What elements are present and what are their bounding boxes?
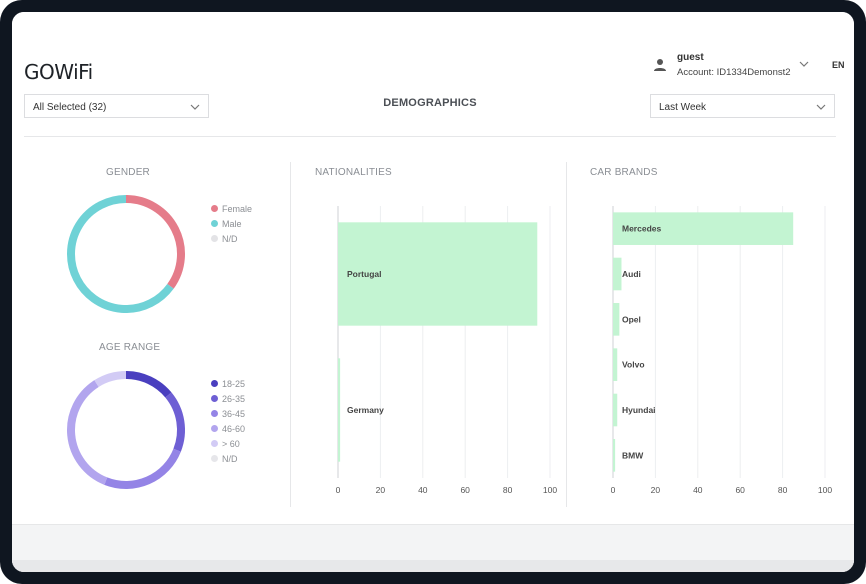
legend-item[interactable]: N/D (211, 231, 252, 246)
car-brand-bar[interactable] (613, 303, 620, 336)
panel-divider (566, 162, 567, 507)
car-brand-category-label: Mercedes (622, 224, 661, 234)
legend-label: > 60 (222, 438, 240, 449)
legend-dot-icon (211, 395, 218, 402)
user-account: Account: ID1334Demonst2 (677, 67, 791, 78)
legend-label: 46-60 (222, 423, 246, 434)
chevron-down-icon (799, 61, 809, 67)
nationality-category-label: Germany (347, 405, 384, 415)
legend-label: 18-25 (222, 378, 246, 389)
legend-item[interactable]: 18-25 (211, 376, 245, 391)
footer-strip (12, 524, 854, 572)
panel-divider (290, 162, 291, 507)
x-tick-label: 60 (460, 485, 470, 495)
chevron-down-icon (816, 104, 826, 110)
nationality-bar[interactable] (338, 358, 341, 462)
legend-dot-icon (211, 425, 218, 432)
x-tick-label: 0 (611, 485, 616, 495)
dashboard: GOWiFi guest Account: ID1334Demonst2 EN … (12, 12, 854, 524)
age-slice-36-45[interactable] (104, 448, 181, 489)
x-tick-label: 20 (376, 485, 386, 495)
legend-item[interactable]: 46-60 (211, 421, 245, 436)
x-tick-label: 40 (693, 485, 703, 495)
legend-dot-icon (211, 380, 218, 387)
legend-dot-icon (211, 440, 218, 447)
header-divider (24, 136, 836, 137)
legend-item[interactable]: > 60 (211, 436, 245, 451)
legend-item[interactable]: 36-45 (211, 406, 245, 421)
logo[interactable]: GOWiFi (24, 60, 93, 84)
car-brand-bar[interactable] (613, 393, 618, 427)
legend-item[interactable]: Male (211, 216, 252, 231)
period-select[interactable]: Last Week (650, 94, 835, 118)
legend-dot-icon (211, 410, 218, 417)
gender-legend: Female Male N/D (211, 201, 252, 246)
period-select-value: Last Week (659, 102, 707, 113)
x-tick-label: 100 (543, 485, 557, 495)
car-brand-category-label: Opel (622, 314, 641, 324)
car-brand-bar[interactable] (613, 257, 622, 291)
legend-item[interactable]: Female (211, 201, 252, 216)
car-brand-category-label: BMW (622, 450, 644, 460)
x-tick-label: 40 (418, 485, 428, 495)
x-tick-label: 100 (818, 485, 832, 495)
age-slice-60[interactable] (94, 371, 127, 388)
x-tick-label: 0 (336, 485, 341, 495)
legend-label: 36-45 (222, 408, 246, 419)
groups-select[interactable]: All Selected (32) (24, 94, 209, 118)
language-switch[interactable]: EN (832, 60, 845, 70)
car-brand-category-label: Hyundai (622, 405, 656, 415)
user-icon (654, 59, 666, 71)
logo-text: GOWiFi (24, 60, 93, 84)
screen: GOWiFi guest Account: ID1334Demonst2 EN … (12, 12, 854, 572)
legend-dot-icon (211, 235, 218, 242)
x-tick-label: 80 (503, 485, 513, 495)
age-range-title: AGE RANGE (99, 342, 161, 353)
car-brand-bar[interactable] (613, 212, 794, 245)
age-slice-46-60[interactable] (67, 380, 108, 485)
x-tick-label: 60 (735, 485, 745, 495)
gender-slice-male[interactable] (67, 195, 174, 313)
legend-label: Male (222, 218, 242, 229)
legend-label: Female (222, 203, 253, 214)
x-tick-label: 20 (651, 485, 661, 495)
legend-item[interactable]: N/D (211, 451, 245, 466)
legend-label: N/D (222, 453, 238, 464)
x-tick-label: 80 (778, 485, 788, 495)
footer-bar (12, 560, 854, 572)
page-title: DEMOGRAPHICS (383, 97, 477, 109)
nationality-bar[interactable] (338, 222, 538, 326)
gender-title: GENDER (106, 167, 150, 178)
nationalities-bar-chart: 0 20 40 60 80 100 Portugal Germany (336, 206, 557, 495)
legend-label: N/D (222, 233, 238, 244)
legend-dot-icon (211, 205, 218, 212)
legend-item[interactable]: 26-35 (211, 391, 245, 406)
car-brands-bar-chart: 0 20 40 60 80 100 Mercedes Audi Opel Volvo Hyundai… (611, 206, 832, 495)
car-brands-title: CAR BRANDS (590, 167, 658, 178)
car-brand-bar[interactable] (613, 348, 618, 381)
gender-donut-chart (67, 195, 185, 313)
gender-slice-female[interactable] (125, 195, 185, 289)
age-range-legend: 18-25 26-35 36-45 46-60 > 60 N/D (211, 376, 245, 466)
age-slice-18-25[interactable] (125, 371, 172, 398)
car-brand-bar[interactable] (613, 439, 616, 472)
nationalities-title: NATIONALITIES (315, 167, 392, 178)
car-brand-category-label: Audi (622, 269, 641, 279)
chevron-down-icon (190, 104, 200, 110)
age-slice-26-35[interactable] (165, 392, 185, 452)
groups-select-value: All Selected (32) (33, 102, 107, 113)
legend-label: 26-35 (222, 393, 246, 404)
legend-dot-icon (211, 455, 218, 462)
user-menu[interactable]: guest Account: ID1334Demonst2 (653, 52, 813, 82)
nationality-category-label: Portugal (347, 269, 381, 279)
legend-dot-icon (211, 220, 218, 227)
age-range-donut-chart (67, 371, 185, 489)
car-brand-category-label: Volvo (622, 360, 645, 370)
user-name: guest (677, 52, 704, 63)
